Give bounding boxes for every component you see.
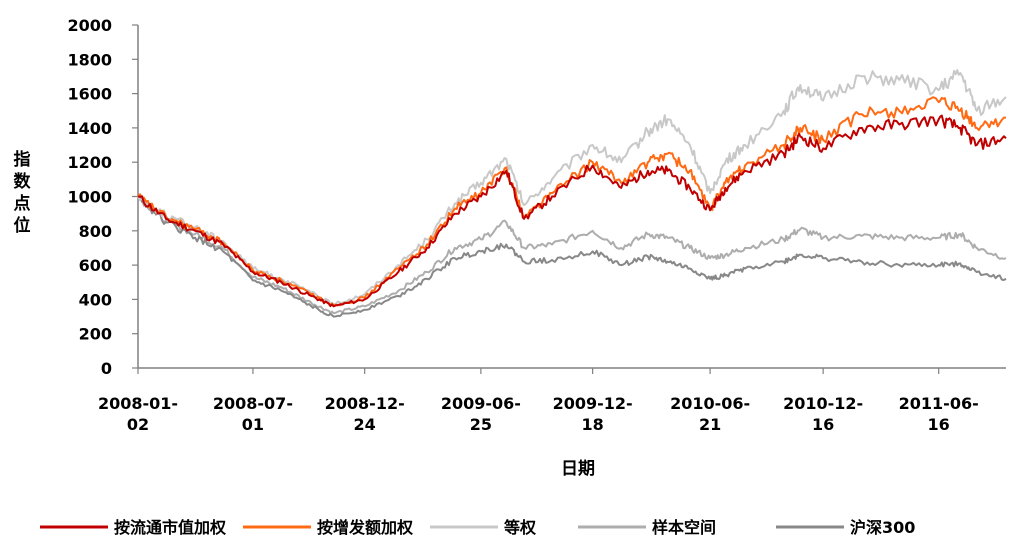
- x-tick-label: 2009-12-: [553, 394, 633, 413]
- series-line: [137, 114, 1007, 308]
- series-line: [137, 195, 1007, 318]
- legend-label: 样本空间: [652, 518, 716, 537]
- y-tick-label: 2000: [67, 16, 112, 35]
- y-axis-title-char: 位: [14, 215, 31, 236]
- x-axis-title: 日期: [561, 459, 595, 479]
- x-tick-label: 16: [928, 415, 950, 434]
- legend-label: 沪深300: [850, 518, 915, 537]
- y-tick-label: 800: [79, 222, 112, 241]
- x-tick-label: 21: [699, 415, 721, 434]
- x-tick-label: 2008-12-: [325, 394, 405, 413]
- x-tick-label: 2009-06-: [441, 394, 521, 413]
- series-lines: [137, 69, 1007, 318]
- x-tick-label: 02: [127, 415, 149, 434]
- y-axis-title-char: 点: [14, 193, 31, 214]
- x-tick-label: 25: [470, 415, 492, 434]
- y-tick-label: 1000: [67, 188, 112, 207]
- x-tick-label: 2008-01-: [98, 394, 178, 413]
- y-tick-label: 600: [79, 256, 112, 275]
- y-tick-label: 0: [101, 359, 112, 378]
- x-tick-label: 24: [354, 415, 376, 434]
- y-axis-title-char: 数: [14, 171, 32, 192]
- y-tick-label: 1800: [67, 50, 112, 69]
- y-tick-label: 1200: [67, 153, 112, 172]
- y-tick-label: 200: [79, 325, 112, 344]
- x-tick-label: 16: [812, 415, 834, 434]
- x-tick-label: 18: [582, 415, 604, 434]
- legend-label: 按增发额加权: [317, 518, 414, 537]
- series-line: [137, 195, 1007, 315]
- y-tick-label: 1600: [67, 85, 112, 104]
- y-tick-label: 1400: [67, 119, 112, 138]
- series-line: [137, 96, 1006, 307]
- x-tick-label: 2011-06-: [899, 394, 979, 413]
- x-tick-label: 2010-12-: [783, 394, 863, 413]
- y-tick-marks: [132, 24, 138, 369]
- y-tick-label: 400: [79, 290, 112, 309]
- series-line: [137, 69, 1007, 306]
- x-tick-label: 2010-06-: [670, 394, 750, 413]
- legend-label: 等权: [503, 518, 537, 537]
- legend: 按流通市值加权 按增发额加权 等权 样本空间 沪深300: [40, 518, 915, 537]
- x-tick-labels: 2008-01- 02 2008-07- 01 2008-12- 24 2009-06- 25…: [98, 368, 979, 434]
- legend-label: 按流通市值加权: [114, 518, 227, 537]
- x-tick-label: 2008-07-: [213, 394, 293, 413]
- x-tick-label: 01: [242, 415, 264, 434]
- y-axis-title-char: 指: [14, 149, 31, 170]
